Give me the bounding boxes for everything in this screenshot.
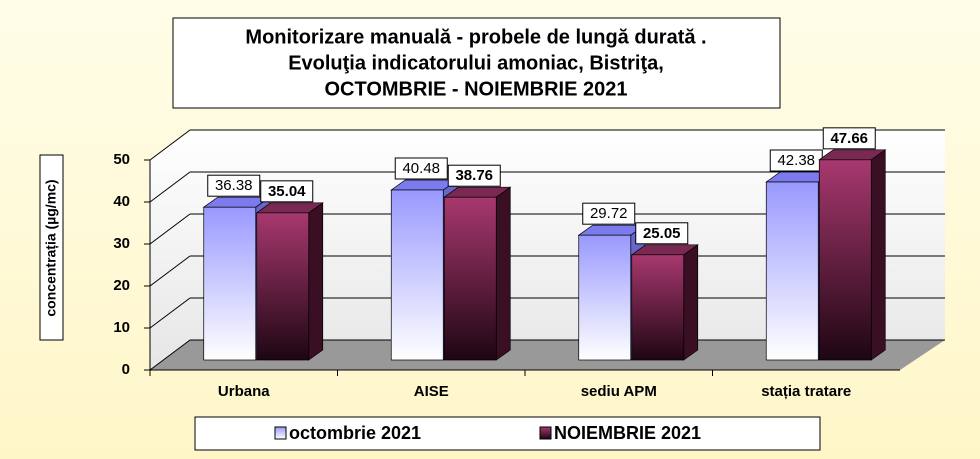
bar-side xyxy=(495,186,511,361)
data-label: 36.38 xyxy=(215,177,253,194)
bar xyxy=(578,234,632,361)
title-box xyxy=(172,17,781,109)
chart-title: OCTOMBRIE - NOIEMBRIE 2021 xyxy=(324,78,627,100)
data-label: 38.76 xyxy=(455,167,493,184)
y-axis-label: concentrația (µg/mc) xyxy=(43,179,59,316)
legend-label: NOIEMBRIE 2021 xyxy=(554,423,701,443)
y-tick-label: 20 xyxy=(113,277,130,294)
data-label-box xyxy=(635,222,689,245)
data-label: 29.72 xyxy=(590,205,628,222)
bar xyxy=(203,206,257,361)
bar xyxy=(390,189,444,361)
back-wall xyxy=(150,130,945,370)
grid-line xyxy=(149,297,191,329)
floor xyxy=(150,340,945,370)
data-label-box xyxy=(447,164,501,187)
data-label-box xyxy=(822,127,876,150)
x-tick-label: sediu APM xyxy=(581,383,657,400)
bar-side xyxy=(683,244,699,361)
y-tick-label: 40 xyxy=(113,193,130,210)
bar xyxy=(443,196,497,361)
y-tick-label: 0 xyxy=(122,361,130,378)
bar xyxy=(256,212,310,361)
legend-label: octombrie 2021 xyxy=(289,423,421,443)
bar xyxy=(765,181,819,361)
data-label: 42.38 xyxy=(777,152,815,169)
bar xyxy=(818,159,872,361)
legend-swatch xyxy=(274,426,287,440)
chart-title: Monitorizare manuală - probele de lungă … xyxy=(245,26,706,48)
data-label: 35.04 xyxy=(268,183,306,200)
y-tick-label: 50 xyxy=(113,151,130,168)
y-label-box xyxy=(39,154,64,341)
grid-line xyxy=(149,213,191,245)
x-tick-label: AISE xyxy=(414,383,449,400)
data-label: 25.05 xyxy=(643,225,681,242)
bar-side xyxy=(870,149,886,361)
data-label-box xyxy=(207,174,261,197)
legend-swatch xyxy=(539,426,552,440)
grid-line xyxy=(149,255,191,287)
data-label: 47.66 xyxy=(830,130,868,147)
grid-line xyxy=(149,339,191,371)
grid-line xyxy=(149,129,191,161)
data-label-box xyxy=(260,180,314,203)
y-tick-label: 10 xyxy=(113,319,130,336)
legend-box xyxy=(194,416,821,451)
data-label-box xyxy=(582,202,636,225)
x-tick-label: stația tratare xyxy=(761,383,851,400)
y-tick-label: 30 xyxy=(113,235,130,252)
chart-title: Evoluţia indicatorului amoniac, Bistriţa… xyxy=(288,52,664,74)
grid-line xyxy=(149,171,191,203)
x-tick-label: Urbana xyxy=(218,383,270,400)
data-label: 40.48 xyxy=(402,160,440,177)
bar xyxy=(631,254,685,361)
bar-side xyxy=(308,202,324,361)
data-label-box xyxy=(394,157,448,180)
